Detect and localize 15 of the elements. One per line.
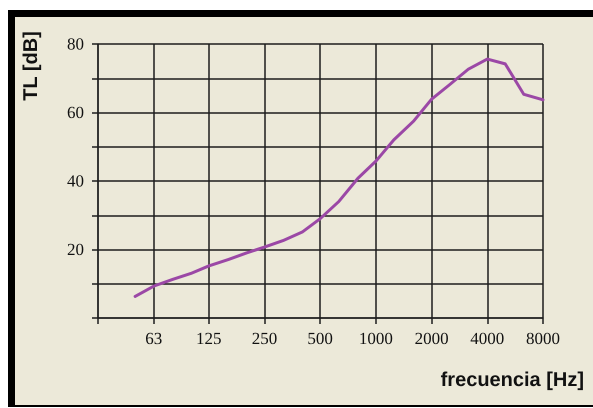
y-tick-label: 60 — [67, 103, 84, 122]
y-tick-label: 80 — [67, 34, 84, 54]
x-tick-label: 4000 — [470, 329, 504, 348]
x-tick-label: 1000 — [358, 329, 393, 348]
line-series — [134, 58, 544, 298]
x-axis-title: frecuencia [Hz] — [440, 369, 584, 391]
x-tick-label: 2000 — [414, 329, 449, 348]
x-tick-label: 8000 — [526, 329, 560, 348]
x-tick-label: 63 — [145, 329, 162, 348]
x-tick-label: 125 — [196, 329, 222, 348]
x-tick-label: 250 — [252, 329, 278, 348]
y-tick-label: 40 — [67, 172, 84, 190]
y-axis-title: TL [dB] — [20, 31, 42, 101]
x-tick-label: 500 — [307, 329, 333, 348]
y-tick-label: 20 — [67, 240, 84, 259]
